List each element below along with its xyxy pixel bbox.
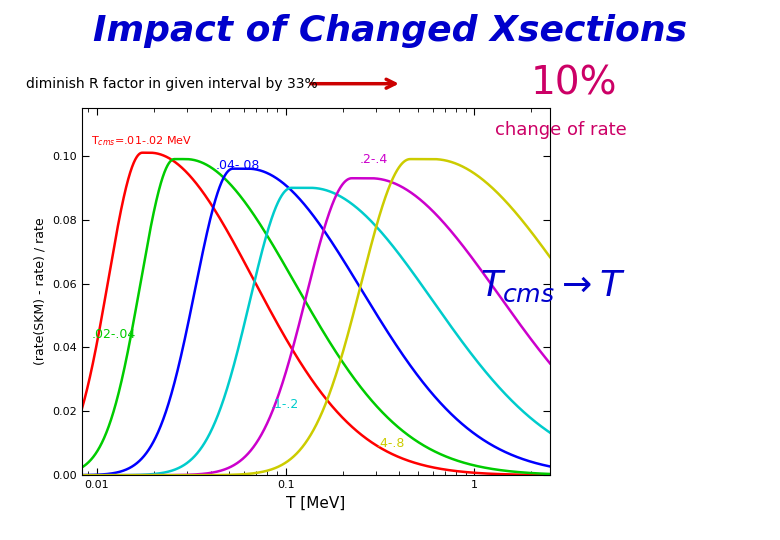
Text: diminish R factor in given interval by 33%: diminish R factor in given interval by 3…: [26, 77, 317, 91]
Y-axis label: (rate(SKM) - rate) / rate: (rate(SKM) - rate) / rate: [34, 218, 47, 366]
Text: .4-.8: .4-.8: [376, 437, 405, 450]
Text: .2-.4: .2-.4: [360, 153, 388, 166]
Text: .04-.08: .04-.08: [216, 159, 261, 172]
Text: change of rate: change of rate: [495, 120, 627, 139]
Text: $T_{cms} \rightarrow T$: $T_{cms} \rightarrow T$: [480, 268, 626, 304]
X-axis label: T [MeV]: T [MeV]: [286, 496, 346, 511]
Text: T$_{cms}$=.01-.02 MeV: T$_{cms}$=.01-.02 MeV: [91, 134, 193, 149]
Text: .1-.2: .1-.2: [271, 399, 299, 411]
Text: Impact of Changed Xsections: Impact of Changed Xsections: [93, 14, 687, 48]
Text: .02-.04: .02-.04: [91, 328, 136, 341]
Text: 10%: 10%: [530, 65, 617, 103]
